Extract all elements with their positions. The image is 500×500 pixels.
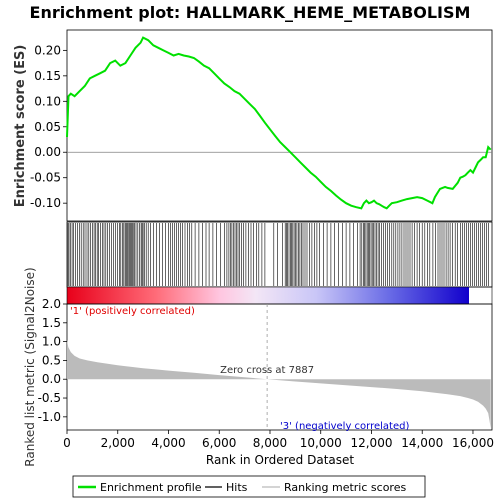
es-y-tick-label: 0.15 xyxy=(34,69,61,83)
x-tick-label: 12,000 xyxy=(350,436,392,450)
x-tick-label: 10,000 xyxy=(300,436,342,450)
x-tick-label: 6,000 xyxy=(202,436,236,450)
legend: Enrichment profile Hits Ranking metric s… xyxy=(72,475,426,498)
es-y-axis-ticks: -0.10 -0.05 0.00 0.05 0.10 0.15 0.20 xyxy=(30,43,67,210)
color-bar-gradient xyxy=(67,287,469,304)
legend-frame xyxy=(72,475,426,498)
legend-label-enrichment: Enrichment profile xyxy=(100,481,202,494)
es-y-tick-label: 0.00 xyxy=(34,145,61,159)
es-y-tick-label: 0.20 xyxy=(34,43,61,57)
zero-cross-label: Zero cross at 7887 xyxy=(220,365,314,376)
x-tick-label: 2,000 xyxy=(101,436,135,450)
enrichment-profile-line xyxy=(66,36,492,210)
x-axis-ticks: 0 2,000 4,000 6,000 8,000 10,000 12,000 14,000 1… xyxy=(63,430,494,450)
metric-y-tick-label: 0.0 xyxy=(42,372,61,386)
x-tick-label: 0 xyxy=(63,436,71,450)
metric-y-tick-label: 0.5 xyxy=(42,353,61,367)
hits-group xyxy=(67,223,490,286)
metric-y-axis-ticks: -1.0 -0.5 0.0 0.5 1.0 1.5 2.0 xyxy=(38,297,67,424)
legend-label-ranking: Ranking metric scores xyxy=(284,481,406,494)
x-axis-label: Rank in Ordered Dataset xyxy=(206,453,354,467)
es-y-tick-label: -0.10 xyxy=(30,196,61,210)
es-y-axis-label: Enrichment score (ES) xyxy=(13,45,28,208)
metric-panel: -1.0 -0.5 0.0 0.5 1.0 1.5 2.0 Ranked list metr… xyxy=(23,267,494,467)
x-tick-label: 14,000 xyxy=(401,436,443,450)
x-tick-label: 16,000 xyxy=(452,436,494,450)
metric-y-tick-label: 2.0 xyxy=(42,297,61,311)
es-y-tick-label: 0.10 xyxy=(34,94,61,108)
x-tick-label: 8,000 xyxy=(253,436,287,450)
negative-correlation-label: '3' (negatively correlated) xyxy=(280,421,409,432)
ranking-color-bar xyxy=(66,286,493,305)
es-panel: -0.10 -0.05 0.00 0.05 0.10 0.15 0.20 Enrichmen… xyxy=(13,29,493,222)
x-tick-label: 4,000 xyxy=(151,436,185,450)
es-y-tick-label: -0.05 xyxy=(30,171,61,185)
chart-title: Enrichment plot: HALLMARK_HEME_METABOLIS… xyxy=(30,3,471,22)
ranking-metric-area xyxy=(67,339,491,429)
metric-y-tick-label: -1.0 xyxy=(38,410,61,424)
metric-y-tick-label: -0.5 xyxy=(38,391,61,405)
legend-label-hits: Hits xyxy=(226,481,248,494)
positive-correlation-label: '1' (positively correlated) xyxy=(70,306,195,317)
metric-y-tick-label: 1.5 xyxy=(42,316,61,330)
es-y-tick-label: 0.05 xyxy=(34,120,61,134)
metric-y-axis-label: Ranked list metric (Signal2Noise) xyxy=(23,267,37,466)
metric-y-tick-label: 1.0 xyxy=(42,335,61,349)
hits-panel xyxy=(66,221,493,288)
